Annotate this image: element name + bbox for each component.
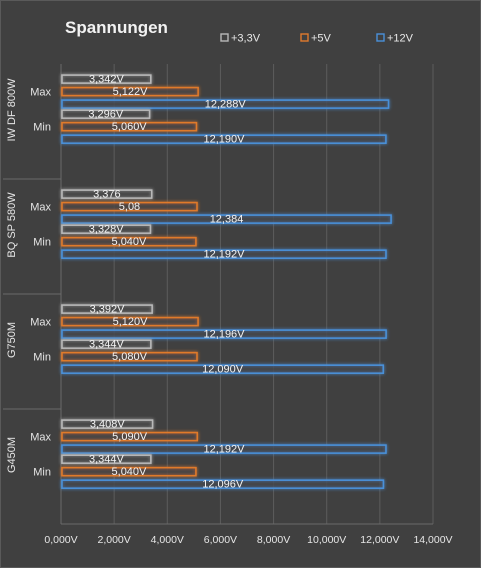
data-label: 5,08 — [119, 201, 140, 213]
bar — [61, 364, 385, 374]
row-label: Max — [30, 87, 51, 99]
data-label: 5,090V — [112, 431, 148, 443]
data-label: 12,096V — [202, 479, 244, 491]
row-label: Max — [30, 202, 51, 214]
row-label: Min — [33, 237, 51, 249]
bar — [61, 351, 198, 362]
data-label: 3,408V — [90, 419, 126, 431]
bar — [61, 316, 199, 327]
bar — [61, 431, 199, 442]
data-label: 12,192V — [203, 444, 245, 456]
bar — [61, 304, 153, 314]
bar — [61, 236, 197, 247]
data-label: 5,080V — [112, 351, 148, 363]
data-label: 3,344V — [89, 339, 125, 351]
bar — [61, 249, 387, 259]
bar — [61, 74, 152, 84]
legend-swatch — [220, 33, 229, 42]
data-label: 12,196V — [204, 329, 246, 341]
bar — [61, 189, 153, 199]
bar-series — [61, 74, 392, 489]
data-label: 12,190V — [203, 134, 245, 146]
bar — [61, 134, 387, 144]
x-tick-label: 6,000V — [204, 534, 237, 546]
bar — [61, 466, 197, 477]
row-label: Min — [33, 352, 51, 364]
row-label: Min — [33, 122, 51, 134]
bar — [61, 479, 385, 489]
data-label: 3,296V — [88, 109, 124, 121]
bar — [61, 99, 390, 109]
data-label: 12,384 — [210, 214, 244, 226]
legend-label: +12V — [387, 33, 414, 45]
legend-swatch — [376, 33, 385, 42]
row-label: Max — [30, 317, 51, 329]
chart-title: Spannungen — [65, 18, 168, 37]
bar — [61, 109, 151, 119]
x-tick-label: 14,000V — [413, 534, 452, 546]
group-label: G750M — [6, 322, 18, 358]
data-label: 12,288V — [205, 99, 247, 111]
legend-swatch — [300, 33, 309, 42]
data-label: 5,040V — [112, 236, 148, 248]
x-tick-label: 4,000V — [151, 534, 184, 546]
x-tick-label: 0,000V — [44, 534, 77, 546]
chart-legend: +3,3V +5V +12V — [220, 33, 414, 45]
bar — [61, 329, 387, 339]
bar — [61, 214, 392, 224]
x-tick-label: 12,000V — [360, 534, 399, 546]
data-label: 3,328V — [89, 224, 125, 236]
bar — [61, 419, 154, 429]
row-label: Max — [30, 432, 51, 444]
data-label: 3,344V — [89, 454, 125, 466]
data-label: 3,392V — [90, 304, 126, 316]
group-label: G450M — [6, 437, 18, 473]
bar — [61, 86, 199, 97]
legend-label: +5V — [311, 33, 332, 45]
bar — [61, 444, 387, 454]
bar — [61, 121, 198, 132]
x-tick-label: 2,000V — [98, 534, 131, 546]
data-label: 3,342V — [89, 74, 125, 86]
group-label: IW DF 800W — [6, 78, 18, 142]
x-tick-label: 8,000V — [257, 534, 290, 546]
bar — [61, 454, 152, 464]
legend-label: +3,3V — [231, 33, 261, 45]
bar — [61, 201, 198, 212]
data-label: 12,090V — [202, 364, 244, 376]
data-label: 12,192V — [203, 249, 245, 261]
bar — [61, 224, 152, 234]
x-tick-label: 10,000V — [307, 534, 346, 546]
data-label: 3,376 — [93, 189, 121, 201]
data-label: 5,120V — [113, 316, 149, 328]
axis-labels: 0,000V 2,000V 4,000V 6,000V 8,000V 10,000V 12,… — [6, 78, 453, 546]
data-label: 5,060V — [112, 121, 148, 133]
bar — [61, 339, 152, 349]
group-label: BQ SP 580W — [6, 192, 18, 258]
data-label: 5,122V — [113, 86, 149, 98]
data-label: 5,040V — [112, 466, 148, 478]
row-label: Min — [33, 467, 51, 479]
